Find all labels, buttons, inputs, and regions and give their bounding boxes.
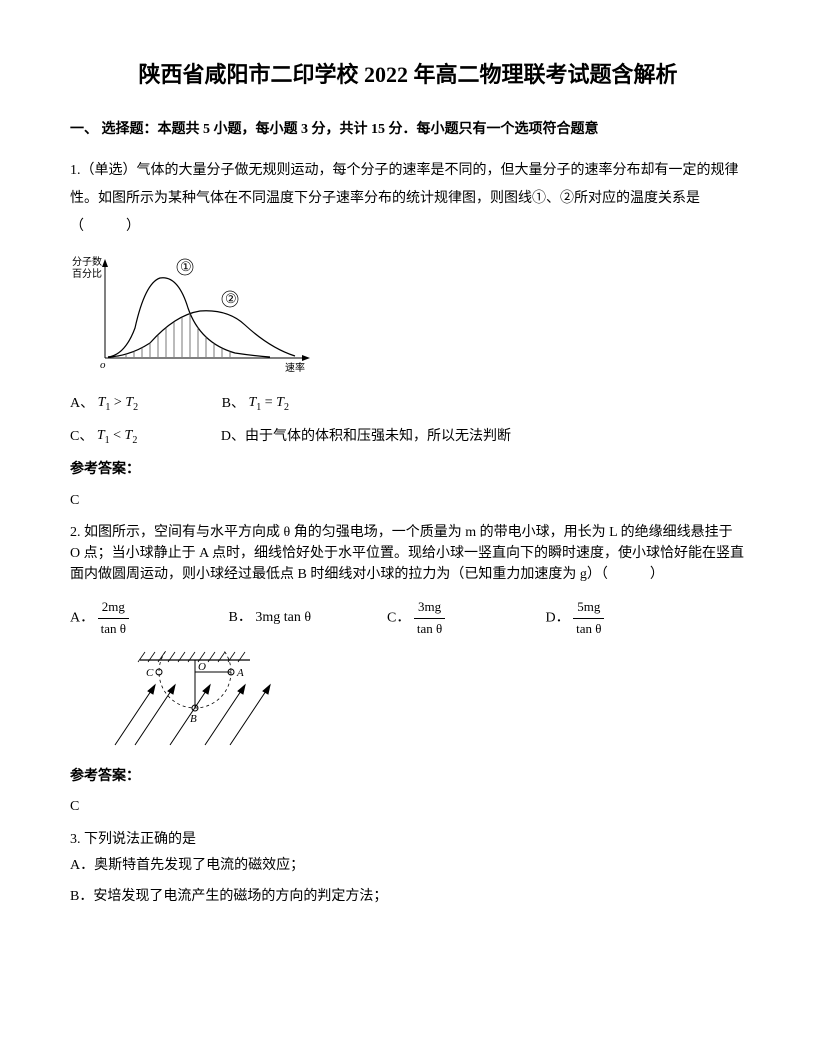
q1-answer-label: 参考答案： xyxy=(70,459,746,481)
ylabel1: 分子数 xyxy=(72,255,102,268)
q2-option-c: C． 3mgtan θ xyxy=(387,597,542,640)
curve1-label: ① xyxy=(180,259,192,274)
q1-options-row2: C、 T1 < T2 D、由于气体的体积和压强未知，所以无法判断 xyxy=(70,425,746,449)
section-header: 一、 选择题：本题共 5 小题，每小题 3 分，共计 15 分．每小题只有一个选… xyxy=(70,119,746,141)
q1-answer: C xyxy=(70,490,746,512)
svg-text:o: o xyxy=(100,359,106,371)
q3-option-a: A．奥斯特首先发现了电流的磁效应； xyxy=(70,851,746,882)
xlabel: 速率 xyxy=(285,361,305,373)
q1-option-b: B、 T1 = T2 xyxy=(222,392,289,416)
q2-option-d: D． 5mgtan θ xyxy=(546,597,701,640)
q1-option-d: D、由于气体的体积和压强未知，所以无法判断 xyxy=(221,430,511,445)
q1-options-row1: A、 T1 > T2 B、 T1 = T2 xyxy=(70,392,746,416)
q1-option-a: A、 T1 > T2 xyxy=(70,392,138,416)
question-1: 1.（单选）气体的大量分子做无规则运动，每个分子的速率是不同的，但大量分子的速率… xyxy=(70,157,746,241)
q1-text: 1.（单选）气体的大量分子做无规则运动，每个分子的速率是不同的，但大量分子的速率… xyxy=(70,163,739,234)
q1-graph: 分子数 百分比 o 速率 xyxy=(70,253,746,381)
question-3: 3. 下列说法正确的是 A．奥斯特首先发现了电流的磁效应； B．安培发现了电流产… xyxy=(70,829,746,913)
q1-option-c: C、 T1 < T2 xyxy=(70,425,137,449)
svg-text:C: C xyxy=(146,667,154,679)
q2-text: 2. 如图所示，空间有与水平方向成 θ 角的匀强电场，一个质量为 m 的带电小球… xyxy=(70,525,744,582)
q2-graph: O A C B xyxy=(110,650,746,758)
curve2-label: ② xyxy=(225,291,237,306)
ylabel2: 百分比 xyxy=(72,268,102,280)
svg-text:O: O xyxy=(198,661,206,673)
q2-option-a: A． 2mgtan θ xyxy=(70,597,225,640)
svg-text:B: B xyxy=(190,713,197,725)
question-2: 2. 如图所示，空间有与水平方向成 θ 角的匀强电场，一个质量为 m 的带电小球… xyxy=(70,522,746,585)
q2-answer-label: 参考答案： xyxy=(70,766,746,788)
q2-answer: C xyxy=(70,796,746,818)
q2-options: A． 2mgtan θ B． 3mg tan θ C． 3mgtan θ D． … xyxy=(70,597,746,640)
q3-option-b: B．安培发现了电流产生的磁场的方向的判定方法； xyxy=(70,882,746,913)
q3-text: 3. 下列说法正确的是 xyxy=(70,829,746,851)
q2-option-b: B． 3mg tan θ xyxy=(229,607,384,629)
page-title: 陕西省咸阳市二印学校 2022 年高二物理联考试题含解析 xyxy=(70,60,746,91)
svg-text:A: A xyxy=(236,667,244,679)
